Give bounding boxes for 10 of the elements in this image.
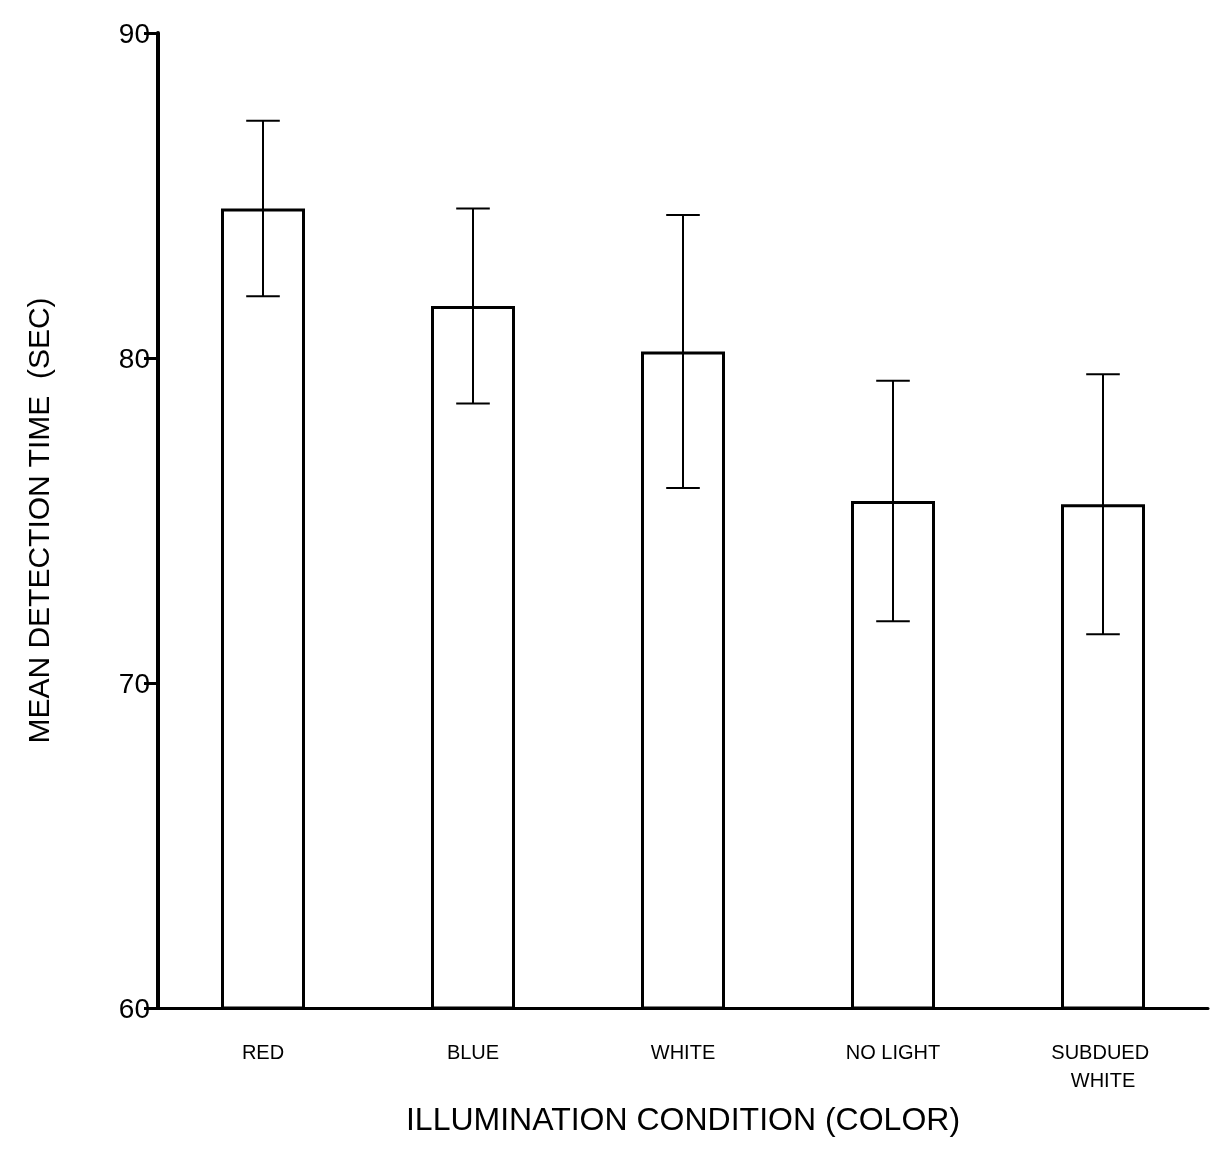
x-tick-label: WHITE [650,1041,716,1063]
x-tick-label: NO LIGHT [845,1041,941,1063]
x-axis-title: ILLUMINATION CONDITION (COLOR) [405,1101,961,1137]
y-tick-label: 90 [118,17,150,49]
x-tick-label: RED [241,1041,285,1063]
y-tick-label: 80 [118,342,150,374]
x-tick-label: SUBDUED WHITE [1051,1041,1155,1091]
y-tick-label: 60 [118,992,150,1024]
y-axis-title: MEAN DETECTION TIME (SEC) [21,297,55,744]
x-tick-label: BLUE [446,1041,500,1063]
